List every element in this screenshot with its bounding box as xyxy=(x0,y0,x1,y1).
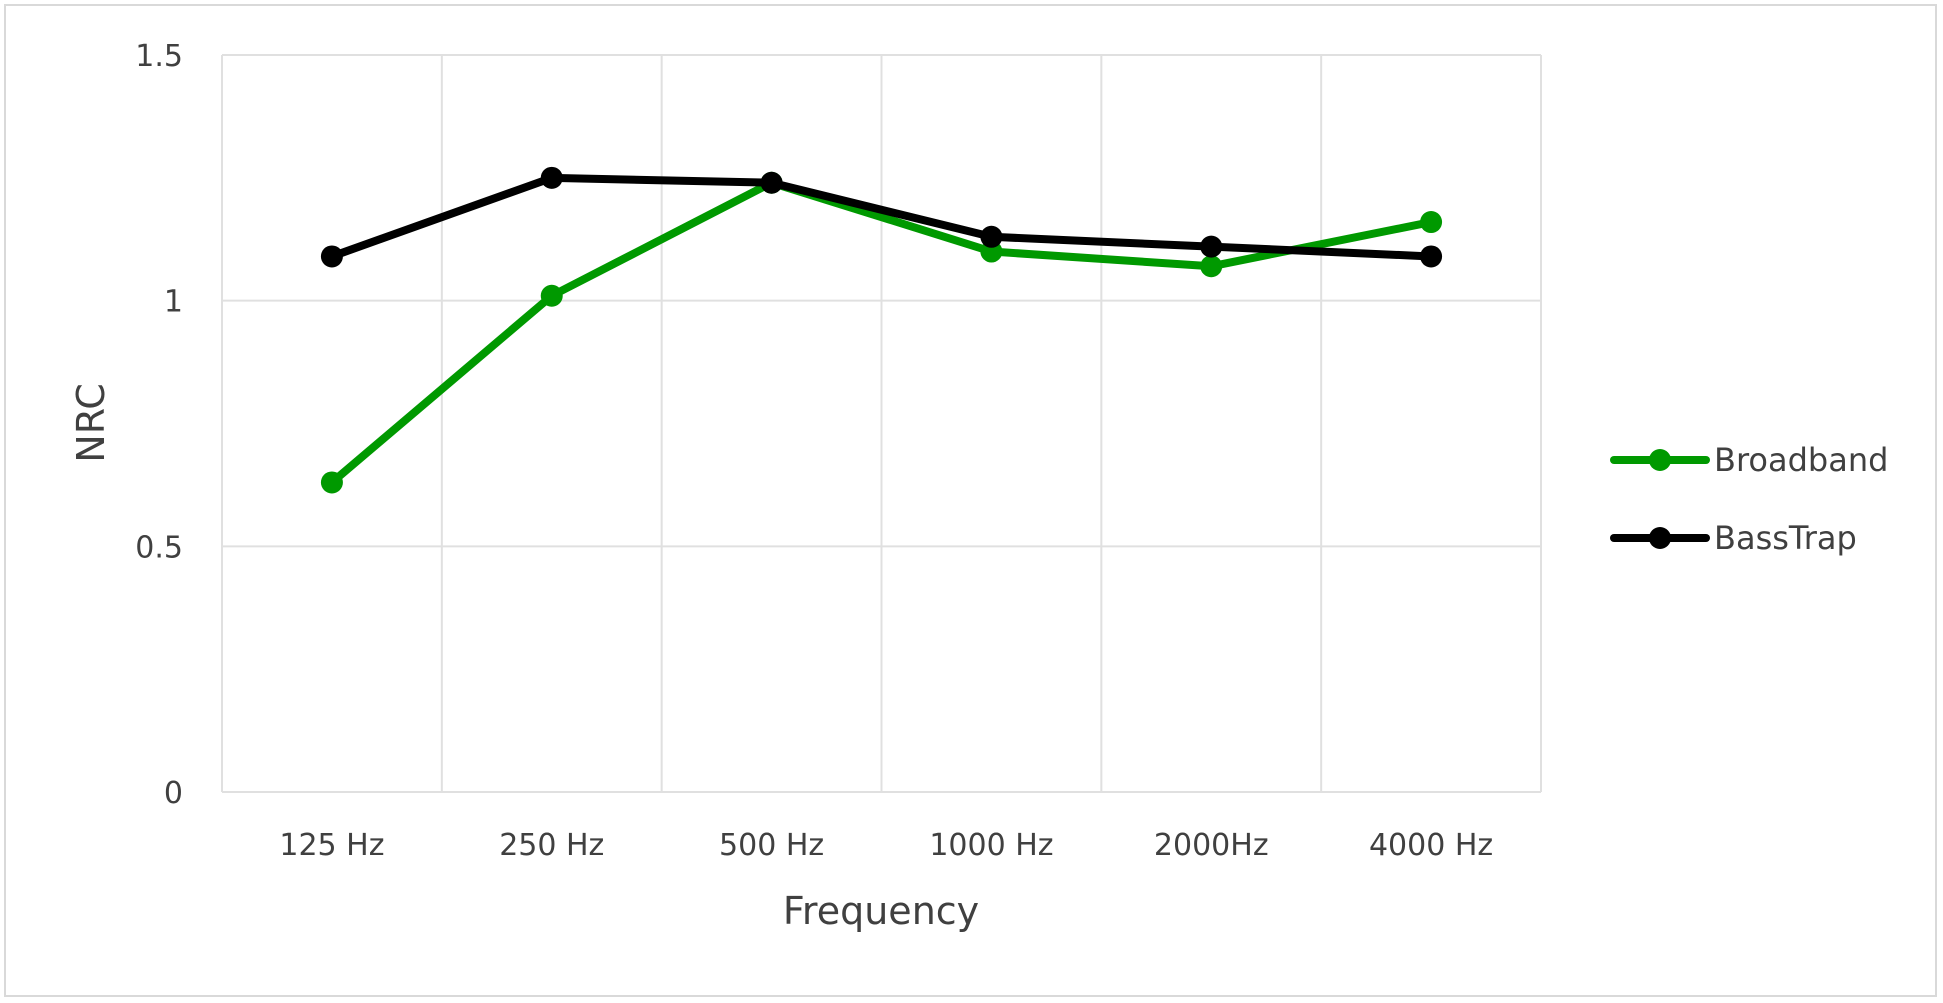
chart-frame xyxy=(4,4,1937,997)
data-point xyxy=(980,225,1003,248)
y-tick-label: 0 xyxy=(164,776,183,811)
series-line xyxy=(327,178,1436,487)
x-tick-label: 4000 Hz xyxy=(1369,828,1493,863)
series-lines xyxy=(320,166,1443,494)
y-axis-title: NRC xyxy=(69,383,113,462)
legend: Broadband BassTrap xyxy=(1610,441,1888,557)
x-axis-ticks: 125 Hz 250 Hz 500 Hz 1000 Hz 2000Hz 4000 Hz xyxy=(279,828,1493,863)
data-point xyxy=(1420,245,1443,268)
y-axis-ticks: 0 0.5 1 1.5 xyxy=(135,39,183,811)
legend-swatch-marker xyxy=(1649,449,1671,471)
data-point xyxy=(1200,235,1223,258)
y-tick-label: 1 xyxy=(164,285,183,320)
gridlines xyxy=(221,54,1542,793)
y-tick-label: 1.5 xyxy=(135,39,183,74)
x-tick-label: 125 Hz xyxy=(279,828,384,863)
x-axis-title: Frequency xyxy=(783,889,979,933)
data-point xyxy=(540,284,563,307)
legend-item: BassTrap xyxy=(1610,519,1857,557)
data-point xyxy=(540,166,563,189)
data-point xyxy=(320,245,343,268)
legend-label: BassTrap xyxy=(1714,519,1857,557)
series-basstrap xyxy=(320,166,1443,268)
legend-swatch-marker xyxy=(1649,527,1671,549)
y-tick-label: 0.5 xyxy=(135,530,183,565)
data-point xyxy=(320,471,343,494)
series-line xyxy=(327,173,1436,261)
x-tick-label: 2000Hz xyxy=(1154,828,1269,863)
data-point xyxy=(1420,211,1443,234)
data-point xyxy=(1200,255,1223,278)
x-tick-label: 1000 Hz xyxy=(929,828,1053,863)
data-point xyxy=(760,171,783,194)
x-tick-label: 250 Hz xyxy=(499,828,604,863)
legend-label: Broadband xyxy=(1714,441,1888,479)
legend-item: Broadband xyxy=(1610,441,1888,479)
x-tick-label: 500 Hz xyxy=(719,828,824,863)
